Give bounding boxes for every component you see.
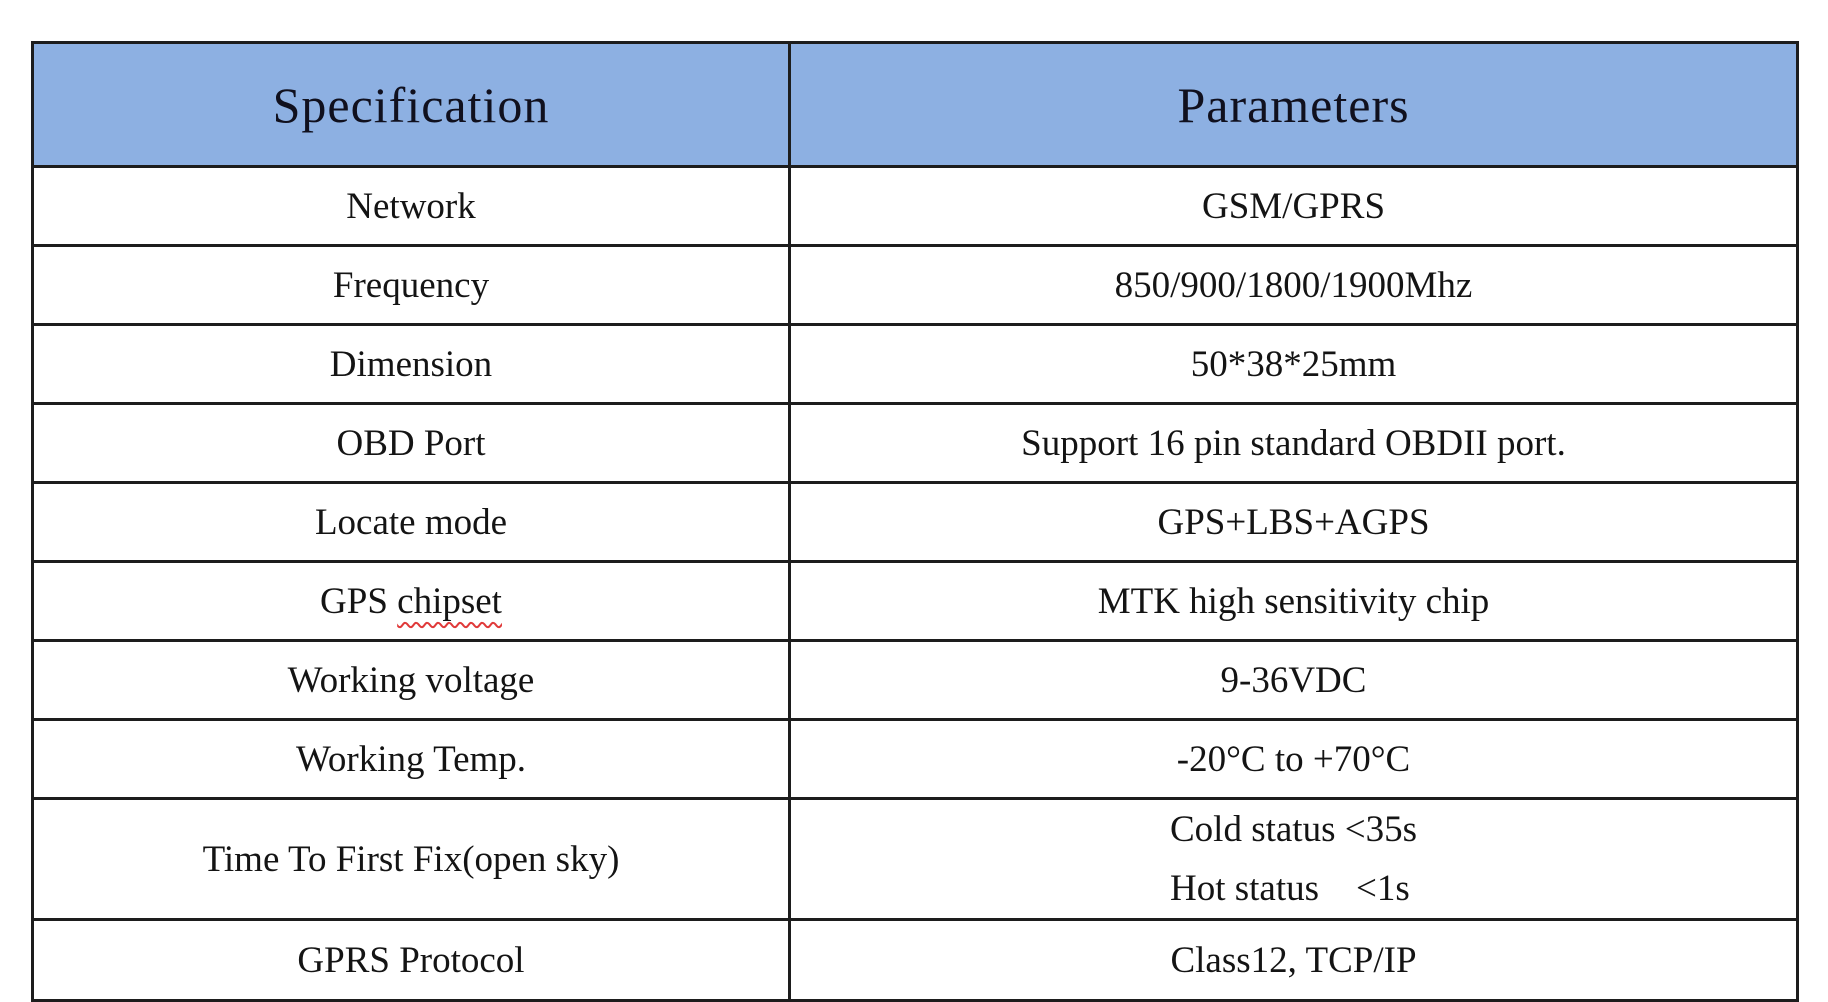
table-row-working-temp: Working Temp. -20°C to +70°C bbox=[31, 718, 1799, 800]
table-row-locate-mode: Locate mode GPS+LBS+AGPS bbox=[31, 481, 1799, 563]
misspelled-word: chipset bbox=[397, 580, 502, 622]
table-row-working-voltage: Working voltage 9-36VDC bbox=[31, 639, 1799, 721]
param-cell: -20°C to +70°C bbox=[788, 718, 1799, 800]
spec-cell: Frequency bbox=[31, 244, 791, 326]
param-cell: GSM/GPRS bbox=[788, 165, 1799, 247]
spec-cell: Network bbox=[31, 165, 791, 247]
param-cell: Class12, TCP/IP bbox=[788, 918, 1799, 1002]
spec-cell: OBD Port bbox=[31, 402, 791, 484]
param-cell: Support 16 pin standard OBDII port. bbox=[788, 402, 1799, 484]
table-row-gprs-protocol: GPRS Protocol Class12, TCP/IP bbox=[31, 918, 1799, 1002]
param-cell: GPS+LBS+AGPS bbox=[788, 481, 1799, 563]
header-cell-specification: Specification bbox=[31, 41, 791, 168]
param-cell: 9-36VDC bbox=[788, 639, 1799, 721]
spec-cell: Time To First Fix(open sky) bbox=[31, 797, 791, 921]
table-row-frequency: Frequency 850/900/1800/1900Mhz bbox=[31, 244, 1799, 326]
param-cell: 850/900/1800/1900Mhz bbox=[788, 244, 1799, 326]
spec-text: GPS bbox=[320, 580, 398, 622]
param-cell: MTK high sensitivity chip bbox=[788, 560, 1799, 642]
header-cell-parameters: Parameters bbox=[788, 41, 1799, 168]
spec-cell: GPS chipset bbox=[31, 560, 791, 642]
table-row-time-to-first-fix: Time To First Fix(open sky) Cold status … bbox=[31, 797, 1799, 921]
table-row-network: Network GSM/GPRS bbox=[31, 165, 1799, 247]
header-row: Specification Parameters bbox=[31, 41, 1799, 168]
table-row-dimension: Dimension 50*38*25mm bbox=[31, 323, 1799, 405]
specification-table: Specification Parameters Network GSM/GPR… bbox=[31, 41, 1799, 1002]
table-row-obd-port: OBD Port Support 16 pin standard OBDII p… bbox=[31, 402, 1799, 484]
spec-cell: Locate mode bbox=[31, 481, 791, 563]
spec-cell: Working Temp. bbox=[31, 718, 791, 800]
spec-cell: GPRS Protocol bbox=[31, 918, 791, 1002]
ttff-hot-status: Hot status <1s bbox=[1169, 868, 1410, 909]
spec-cell: Working voltage bbox=[31, 639, 791, 721]
ttff-cold-status: Cold status <35s bbox=[1169, 809, 1417, 850]
param-cell: 50*38*25mm bbox=[788, 323, 1799, 405]
param-cell: Cold status <35s Hot status <1s bbox=[788, 797, 1799, 921]
ttff-values: Cold status <35s Hot status <1s bbox=[1169, 802, 1417, 917]
table-row-gps-chipset: GPS chipset MTK high sensitivity chip bbox=[31, 560, 1799, 642]
spec-cell: Dimension bbox=[31, 323, 791, 405]
